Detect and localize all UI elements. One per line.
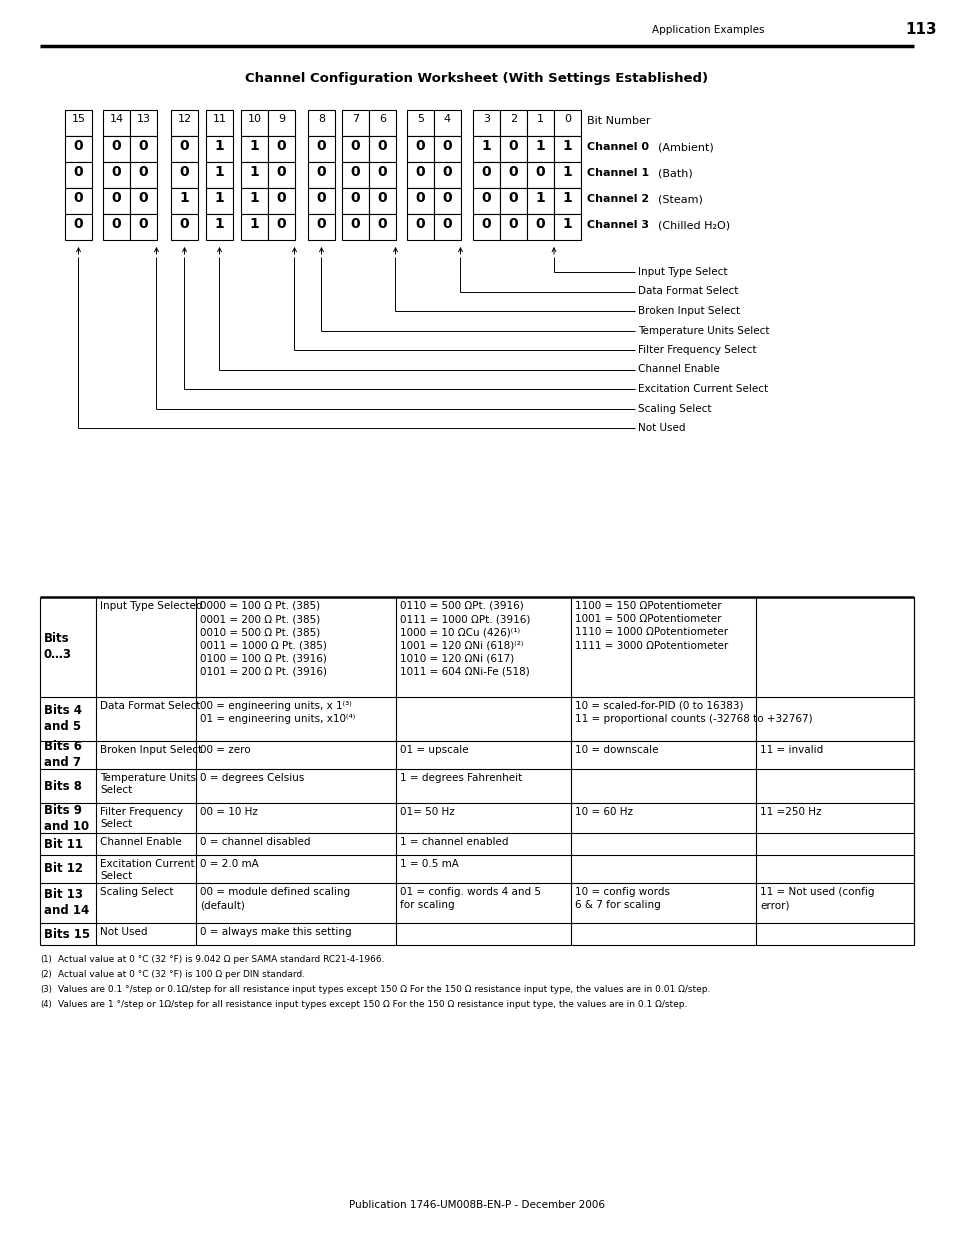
Bar (241, 110, 268, 136)
Text: 0: 0 (416, 191, 425, 205)
Text: Values are 1 °/step or 1Ω/step for all resistance input types except 150 Ω For t: Values are 1 °/step or 1Ω/step for all r… (58, 1000, 687, 1009)
Text: Bit Number: Bit Number (586, 116, 650, 126)
Text: 7: 7 (352, 114, 358, 124)
Text: Excitation Current
Select: Excitation Current Select (100, 860, 194, 882)
Text: Actual value at 0 °C (32 °F) is 9.042 Ω per SAMA standard RC21-4-1966.: Actual value at 0 °C (32 °F) is 9.042 Ω … (58, 955, 384, 965)
Text: 00 = engineering units, x 1⁽³⁾
01 = engineering units, x10⁽⁴⁾: 00 = engineering units, x 1⁽³⁾ 01 = engi… (200, 701, 355, 724)
Text: 0: 0 (481, 217, 491, 231)
Bar (65, 136, 91, 162)
Bar (554, 162, 580, 188)
Text: 0: 0 (536, 217, 545, 231)
Text: 1: 1 (214, 217, 224, 231)
Text: Temperature Units Select: Temperature Units Select (638, 326, 769, 336)
Text: Not Used: Not Used (638, 424, 685, 433)
Text: 01 = config. words 4 and 5
for scaling: 01 = config. words 4 and 5 for scaling (399, 887, 540, 910)
Text: 0: 0 (112, 217, 121, 231)
Text: 1: 1 (562, 165, 572, 179)
Bar (308, 136, 335, 162)
Text: Channel Enable: Channel Enable (100, 837, 182, 847)
Text: Input Type Select: Input Type Select (638, 267, 727, 277)
Text: 0: 0 (508, 140, 517, 153)
Text: 10 = config words
6 & 7 for scaling: 10 = config words 6 & 7 for scaling (575, 887, 669, 910)
Text: 0: 0 (179, 165, 189, 179)
Text: 11 =250 Hz: 11 =250 Hz (760, 806, 821, 818)
Text: 1: 1 (179, 191, 190, 205)
Text: 0: 0 (316, 217, 326, 231)
Text: 4: 4 (443, 114, 451, 124)
Text: Bits 8: Bits 8 (44, 779, 82, 793)
Bar (241, 188, 268, 214)
Text: 0: 0 (508, 165, 517, 179)
Text: 0: 0 (276, 140, 286, 153)
Text: 14: 14 (110, 114, 124, 124)
Text: 00 = 10 Hz: 00 = 10 Hz (200, 806, 257, 818)
Text: 1100 = 150 ΩPotentiometer
1001 = 500 ΩPotentiometer
1110 = 1000 ΩPotentiometer
1: 1100 = 150 ΩPotentiometer 1001 = 500 ΩPo… (575, 601, 727, 651)
Text: Bits 9
and 10: Bits 9 and 10 (44, 804, 89, 832)
Text: 0 = channel disabled: 0 = channel disabled (200, 837, 310, 847)
Text: 0: 0 (316, 140, 326, 153)
Text: (4): (4) (40, 1000, 51, 1009)
Text: Publication 1746-UM008B-EN-P - December 2006: Publication 1746-UM008B-EN-P - December … (349, 1200, 604, 1210)
Bar (130, 110, 157, 136)
Text: 0 = always make this setting: 0 = always make this setting (200, 927, 352, 937)
Text: Data Format Select: Data Format Select (638, 287, 738, 296)
Text: 0: 0 (416, 217, 425, 231)
Text: 1: 1 (481, 140, 491, 153)
Bar (473, 162, 499, 188)
Bar (473, 214, 499, 240)
Bar (369, 162, 395, 188)
Text: Application Examples: Application Examples (651, 25, 763, 35)
Text: Bit 11: Bit 11 (44, 837, 83, 851)
Bar (341, 188, 369, 214)
Text: 10: 10 (247, 114, 261, 124)
Text: 0: 0 (442, 165, 452, 179)
Text: 1: 1 (562, 140, 572, 153)
Bar (499, 214, 526, 240)
Text: 0: 0 (442, 140, 452, 153)
Bar (369, 110, 395, 136)
Bar (206, 188, 233, 214)
Text: 0: 0 (508, 191, 517, 205)
Text: 1: 1 (250, 191, 259, 205)
Text: Channel Enable: Channel Enable (638, 364, 719, 374)
Text: (Ambient): (Ambient) (658, 142, 713, 152)
Text: Filter Frequency
Select: Filter Frequency Select (100, 806, 183, 830)
Bar (473, 188, 499, 214)
Bar (171, 136, 198, 162)
Bar (499, 162, 526, 188)
Text: Channel 1: Channel 1 (586, 168, 648, 178)
Text: (3): (3) (40, 986, 51, 994)
Bar (308, 110, 335, 136)
Bar (407, 188, 434, 214)
Bar (434, 136, 460, 162)
Text: 10 = scaled-for-PID (0 to 16383)
11 = proportional counts (-32768 to +32767): 10 = scaled-for-PID (0 to 16383) 11 = pr… (575, 701, 812, 724)
Text: 1 = degrees Fahrenheit: 1 = degrees Fahrenheit (399, 773, 521, 783)
Text: 00 = zero: 00 = zero (200, 745, 251, 755)
Text: (2): (2) (40, 969, 51, 979)
Text: 0: 0 (179, 140, 189, 153)
Text: 1: 1 (214, 140, 224, 153)
Bar (499, 110, 526, 136)
Text: 0: 0 (316, 165, 326, 179)
Bar (65, 214, 91, 240)
Bar (171, 188, 198, 214)
Text: Bit 13
and 14: Bit 13 and 14 (44, 888, 90, 918)
Text: Bits 15: Bits 15 (44, 927, 90, 941)
Bar (526, 214, 554, 240)
Bar (341, 136, 369, 162)
Bar (407, 110, 434, 136)
Text: 8: 8 (317, 114, 325, 124)
Text: 0: 0 (112, 191, 121, 205)
Text: 1: 1 (537, 114, 543, 124)
Text: Bits 6
and 7: Bits 6 and 7 (44, 741, 82, 769)
Text: 0: 0 (377, 191, 387, 205)
Bar (554, 214, 580, 240)
Bar (526, 110, 554, 136)
Text: Bit 12: Bit 12 (44, 862, 83, 876)
Text: 0: 0 (351, 165, 360, 179)
Text: 0: 0 (481, 191, 491, 205)
Bar (103, 214, 130, 240)
Text: Filter Frequency Select: Filter Frequency Select (638, 345, 756, 354)
Text: (Steam): (Steam) (658, 194, 702, 204)
Text: 0: 0 (276, 191, 286, 205)
